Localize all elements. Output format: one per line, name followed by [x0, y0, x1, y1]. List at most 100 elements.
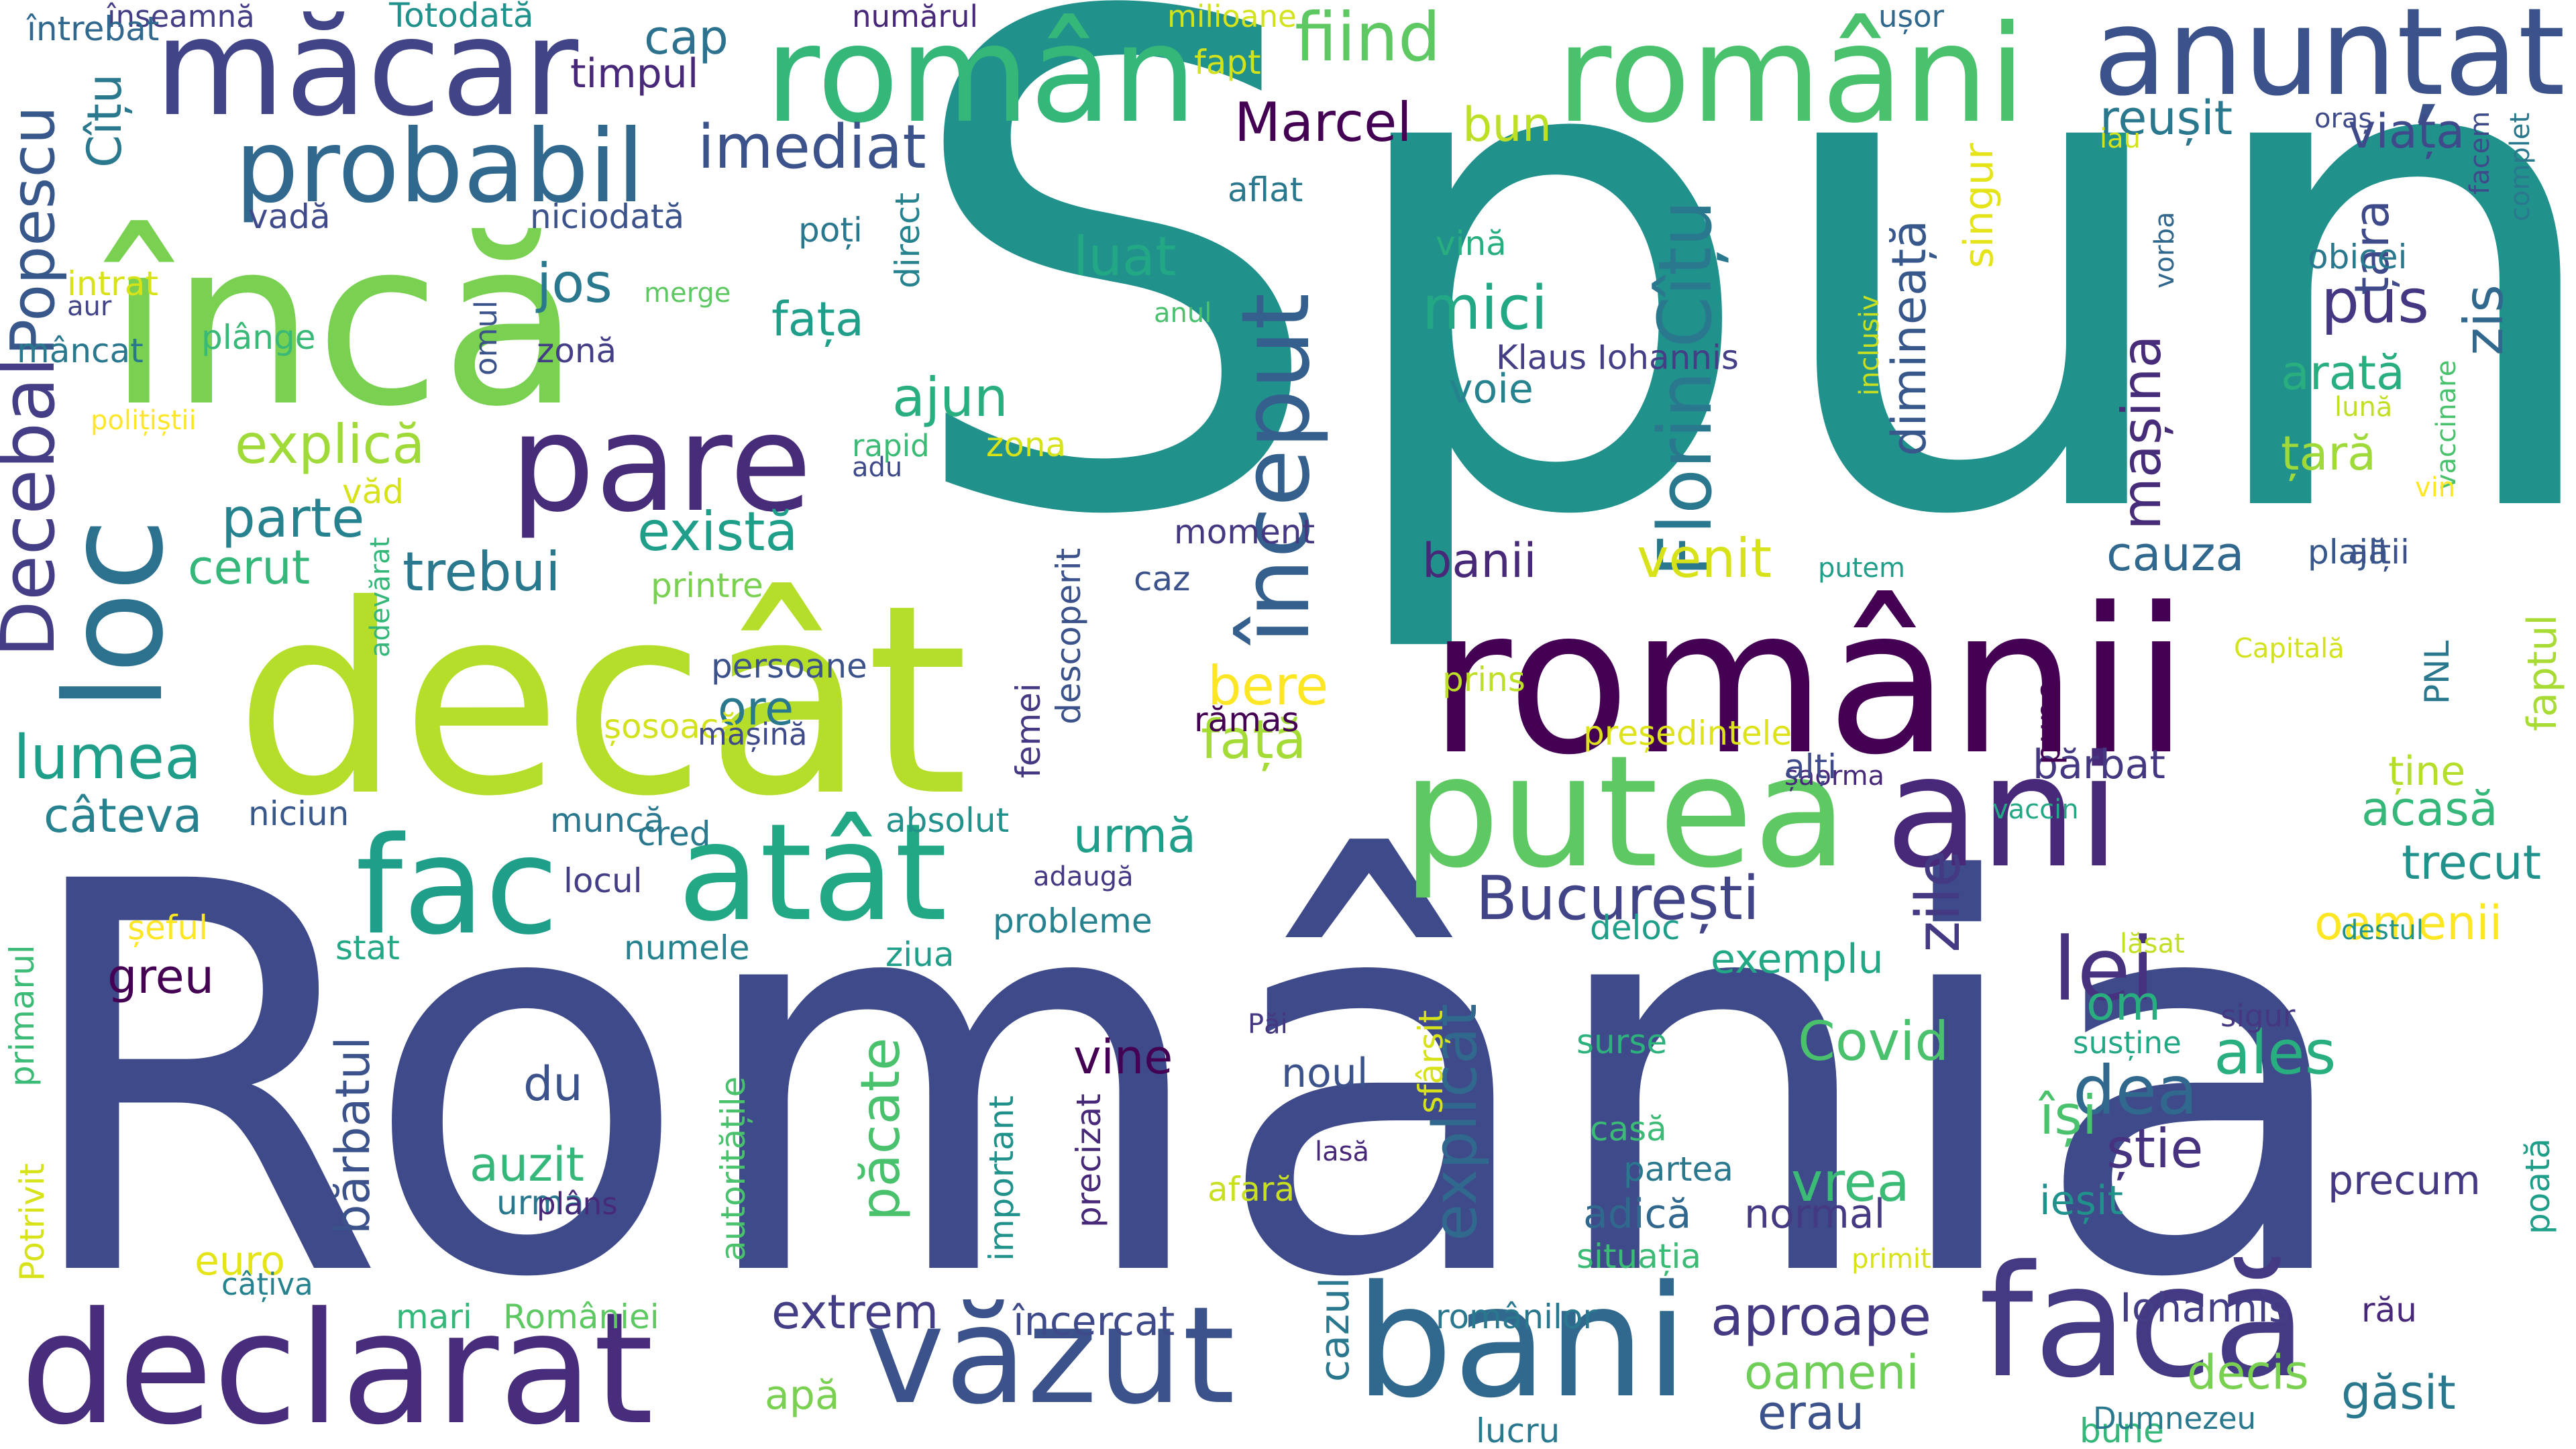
word-ramas-138: rămas	[1194, 700, 1299, 739]
word-milioane-162: milioane	[1167, 0, 1297, 34]
word-pai-110: Păi	[1248, 1009, 1288, 1040]
word-rau-90: rău	[2361, 1291, 2417, 1330]
word-inceput-21: început	[1222, 293, 1331, 646]
word-vaccinare-143: vaccinare	[2431, 360, 2462, 490]
word-casa-116: casă	[1590, 1110, 1667, 1148]
word-iohannis-89: Iohannis	[2120, 1285, 2290, 1332]
word-deloc-127: deloc	[1590, 908, 1680, 947]
word-cazul-95: cazul	[1311, 1277, 1358, 1382]
word-surse-114: surse	[1576, 1022, 1667, 1061]
word-acasa-63: acasă	[2361, 782, 2498, 837]
word-florin-citu-24: Florin Cîțu	[1642, 200, 1729, 577]
word-capitala-140: Capitală	[2234, 633, 2345, 664]
word-fata-60: față	[1201, 708, 1307, 771]
word-bune-92: bune	[2080, 1411, 2164, 1449]
word-decis-87: decis	[2187, 1345, 2309, 1400]
word-absolut-193: absolut	[885, 801, 1009, 840]
word-romani-17: români	[1556, 0, 2026, 153]
word-altii-146: alții	[2348, 533, 2410, 572]
word-iau-154: iau	[2100, 123, 2141, 154]
word-viata-35: viața	[2348, 104, 2465, 159]
word-auzit-77: auzit	[470, 1137, 584, 1192]
word-pare-13: pare	[510, 386, 812, 542]
word-pacate-79: păcate	[849, 1038, 912, 1221]
word-parte-44: parte	[221, 487, 364, 549]
word-du-76: du	[523, 1057, 583, 1112]
word-popescu-23: Popescu	[0, 106, 68, 356]
word-adica-118: adică	[1583, 1191, 1691, 1238]
word-intrebat-166: întrebat	[26, 9, 159, 48]
word-ajun-38: ajun	[892, 366, 1008, 429]
word-isi-71: își	[2038, 1084, 2097, 1146]
word-ziua-199: ziua	[885, 935, 954, 974]
word-probabil-19: probabil	[235, 109, 645, 225]
word-luna-148: lună	[2334, 392, 2392, 423]
word-mancat-172: mâncat	[17, 331, 144, 370]
word-urma-62: urmă	[1073, 808, 1196, 863]
word-pune-139: pune	[2029, 680, 2068, 765]
word-adauga-197: adaugă	[1033, 861, 1134, 892]
word-ani-6: ani	[1885, 723, 2121, 902]
word-oras-153: oraș	[2314, 103, 2372, 134]
word-incercat-82: încercat	[1012, 1298, 1175, 1345]
word-lumea-46: lumea	[13, 722, 201, 793]
word-primit-121: primit	[1851, 1244, 1931, 1275]
word-masina-58: mașina	[2110, 335, 2173, 530]
word-trebui-43: trebui	[402, 541, 560, 603]
word-voie-157: voie	[1449, 366, 1534, 413]
word-inca-3: încă	[100, 191, 580, 457]
word-exemplu-126: exemplu	[1711, 936, 1884, 983]
word-exista-42: există	[637, 500, 798, 563]
word-faca-8: facă	[1979, 1233, 2307, 1412]
word-roman-16: român	[765, 0, 1197, 153]
word-numele-104: numele	[624, 928, 750, 967]
word-erau-86: erau	[1758, 1385, 1864, 1440]
word-primarul-101: primarul	[3, 945, 42, 1087]
word-totodata-164: Totodată	[388, 0, 533, 35]
word-vina-158: vină	[1436, 224, 1507, 263]
word-bere-59: bere	[1208, 655, 1328, 717]
word-vorba-150: vorba	[2149, 212, 2180, 289]
word-munca-195: muncă	[550, 801, 664, 840]
word-plans-107: plâns	[537, 1186, 618, 1222]
word-intrat-169: intrat	[67, 264, 158, 303]
word-vine-78: vine	[1073, 1030, 1173, 1085]
word-barbatul-80: bărbatul	[325, 1036, 380, 1234]
word-masina-191: mașină	[698, 716, 807, 752]
word-greu-75: greu	[107, 949, 214, 1004]
word-ore-61: ore	[718, 681, 794, 736]
word-aflat-159: aflat	[1228, 170, 1303, 209]
word-pnl-141: PNL	[2418, 640, 2457, 704]
word-direct-180: direct	[888, 193, 927, 288]
word-rapid-177: rapid	[852, 428, 930, 464]
word-facem-152: facem	[2465, 111, 2496, 195]
word-adu-178: adu	[852, 452, 902, 483]
word-bun-32: bun	[1462, 97, 1552, 152]
word-obicei-149: obicei	[2308, 237, 2407, 276]
word-inclusiv-155: inclusiv	[1854, 294, 1885, 396]
word-lei-20: lei	[2053, 918, 2155, 1020]
word-vin-145: vin	[2415, 472, 2455, 503]
word-vad-182: văd	[342, 472, 404, 511]
word-vaccin-132: vaccin	[1992, 794, 2079, 825]
word-trecut-64: trecut	[2402, 835, 2541, 890]
word-omul-175: omul	[468, 301, 504, 376]
word-saorma-136: șaorma	[1784, 761, 1884, 792]
word-iesit-122: ieșit	[2039, 1177, 2123, 1224]
word-jos-40: jos	[535, 252, 612, 315]
word-gasit-88: găsit	[2341, 1365, 2456, 1420]
word-spun-0: Spun	[899, 0, 2576, 663]
word-zis-55: zis	[2453, 284, 2515, 356]
word-romania-1: România	[13, 769, 2360, 1395]
word-dumnezeu-93: Dumnezeu	[2093, 1401, 2256, 1436]
word-zona-179: zona	[986, 425, 1066, 464]
word-lasa-112: lasă	[1315, 1136, 1369, 1167]
word-tara-53: țară	[2281, 426, 2376, 481]
word-fiind-28: fiind	[1295, 0, 1441, 76]
word-marcel-27: Marcel	[1234, 91, 1412, 154]
word-plange-173: plânge	[201, 318, 315, 357]
word-romanii-4: românii	[1429, 565, 2189, 799]
word-imediat-26: imediat	[698, 112, 926, 182]
